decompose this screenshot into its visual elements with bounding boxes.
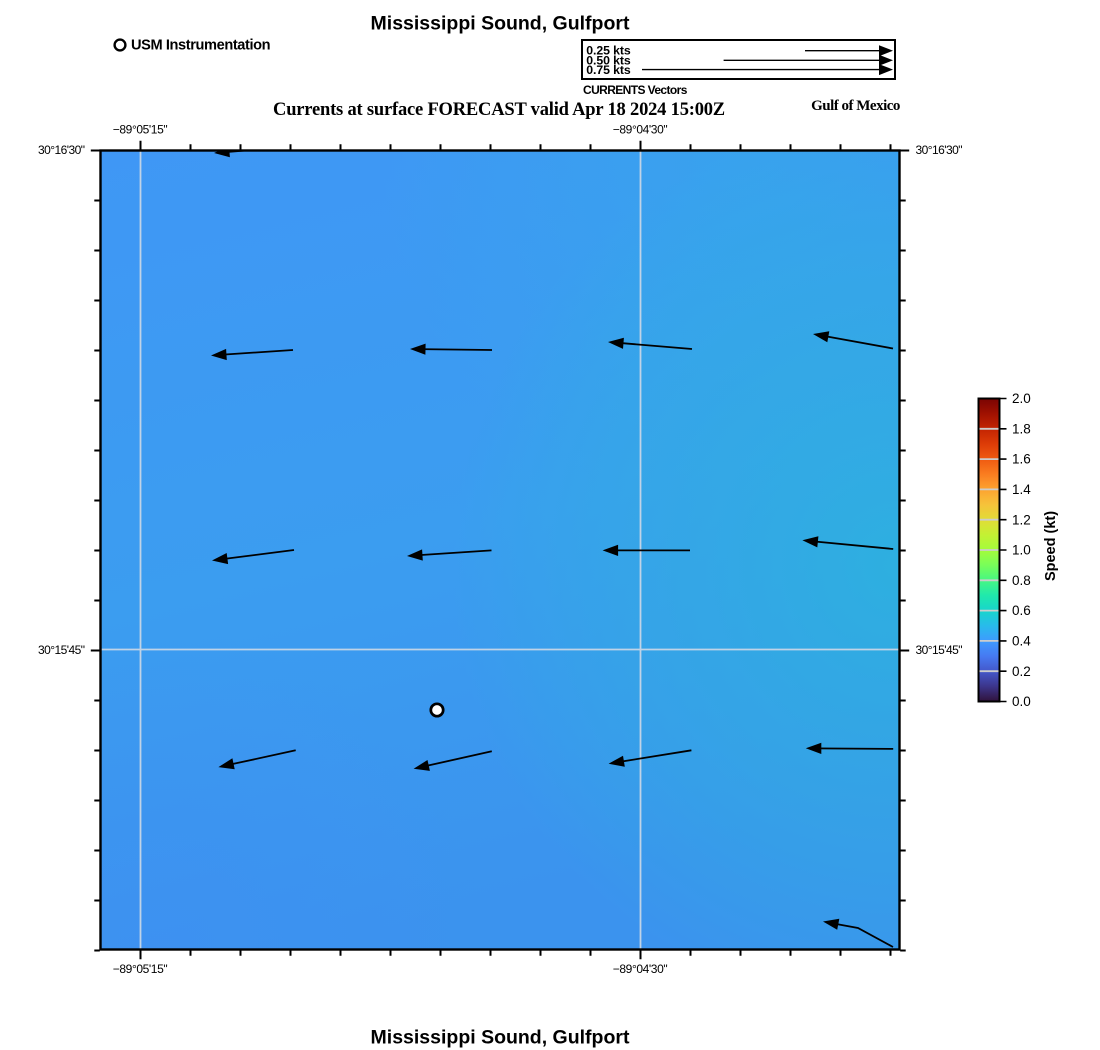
svg-text:Mississippi Sound, Gulfport: Mississippi Sound, Gulfport bbox=[371, 13, 630, 35]
svg-text:−89°05'15": −89°05'15" bbox=[113, 962, 168, 976]
svg-text:−89°04'30": −89°04'30" bbox=[613, 962, 668, 976]
svg-text:1.6: 1.6 bbox=[1012, 452, 1031, 467]
svg-text:1.0: 1.0 bbox=[1012, 543, 1031, 558]
svg-text:0.4: 0.4 bbox=[1012, 634, 1031, 649]
svg-text:0.8: 0.8 bbox=[1012, 573, 1031, 588]
svg-text:30°16'30": 30°16'30" bbox=[38, 143, 85, 157]
svg-text:Speed (kt): Speed (kt) bbox=[1043, 511, 1059, 581]
svg-text:0.0: 0.0 bbox=[1012, 694, 1031, 709]
svg-text:0.75 kts: 0.75 kts bbox=[586, 63, 631, 77]
svg-text:−89°05'15": −89°05'15" bbox=[113, 123, 168, 137]
svg-text:0.25 kts: 0.25 kts bbox=[586, 44, 631, 58]
svg-text:CURRENTS Vectors: CURRENTS Vectors bbox=[583, 83, 688, 97]
svg-text:2.0: 2.0 bbox=[1012, 391, 1031, 406]
svg-text:30°15'45": 30°15'45" bbox=[916, 643, 963, 657]
svg-text:1.2: 1.2 bbox=[1012, 512, 1031, 527]
svg-text:0.2: 0.2 bbox=[1012, 664, 1031, 679]
svg-text:30°15'45": 30°15'45" bbox=[38, 643, 85, 657]
svg-text:0.50 kts: 0.50 kts bbox=[586, 54, 631, 68]
svg-text:Gulf of Mexico: Gulf of Mexico bbox=[811, 98, 900, 114]
svg-text:1.8: 1.8 bbox=[1012, 421, 1031, 436]
svg-text:Mississippi Sound, Gulfport: Mississippi Sound, Gulfport bbox=[371, 1027, 630, 1049]
svg-text:USM Instrumentation: USM Instrumentation bbox=[131, 38, 271, 54]
svg-text:30°16'30": 30°16'30" bbox=[916, 143, 963, 157]
svg-text:1.4: 1.4 bbox=[1012, 482, 1031, 497]
svg-text:0.6: 0.6 bbox=[1012, 603, 1031, 618]
svg-text:−89°04'30": −89°04'30" bbox=[613, 123, 668, 137]
svg-text:Currents at surface FORECAST v: Currents at surface FORECAST valid Apr 1… bbox=[273, 100, 725, 120]
